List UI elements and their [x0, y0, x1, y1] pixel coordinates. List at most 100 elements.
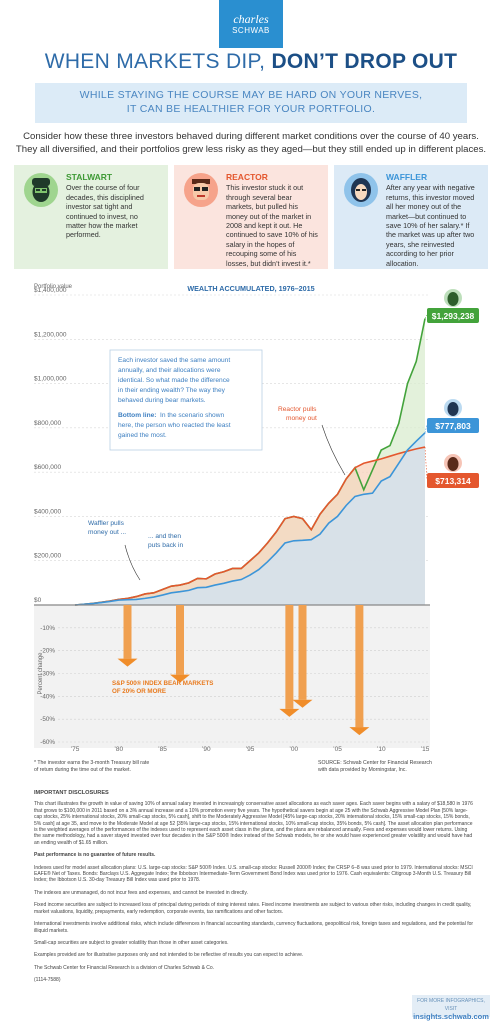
- waffler-out-label: money out ...: [88, 529, 126, 536]
- bear-label-line2: OF 20% OR MORE: [112, 688, 166, 695]
- bear-arrow-head: [117, 658, 138, 667]
- reactor-arrow: [321, 424, 346, 476]
- more-infographics-link[interactable]: FOR MORE INFOGRAPHICS, VISIT insights.sc…: [412, 995, 490, 1021]
- disclosure-p2: Past performance is no guarantee of futu…: [34, 852, 156, 859]
- series-area-waffler: [75, 432, 425, 605]
- bear-arrow-shaft: [176, 605, 184, 675]
- x-tick-label: ’10: [377, 746, 386, 753]
- more-line1: FOR MORE INFOGRAPHICS, VISIT: [417, 998, 485, 1012]
- subhead-line2: IT CAN BE HEALTHIER FOR YOUR PORTFOLIO.: [126, 103, 376, 115]
- disclosure-p9: The Schwab Center for Financial Research…: [34, 964, 215, 971]
- lower-tick-label: -60%: [40, 739, 55, 746]
- callout-line: gained the most.: [118, 432, 167, 439]
- callout-box: [109, 349, 263, 451]
- x-tick-label: ’95: [246, 746, 255, 753]
- lower-tick-label: -20%: [40, 648, 55, 655]
- y-tick-label: $1,200,000: [34, 331, 67, 338]
- disclosure-p6: International investments involve additi…: [34, 921, 474, 934]
- bear-arrow-shaft: [298, 605, 307, 700]
- stalwart-text: Over the course of four decades, this di…: [66, 183, 144, 240]
- logo-line2: SCHWAB: [232, 26, 270, 35]
- reactor-name: REACTOR: [226, 172, 268, 182]
- end-value-label: $777,803: [435, 421, 471, 431]
- footnote-left: * The investor earns the 3-month Treasur…: [34, 760, 234, 774]
- footnote-right: SOURCE: Schwab Center for Financial Rese…: [318, 760, 488, 774]
- y-tick-label: $1,400,000: [34, 287, 67, 294]
- disclosures-heading: IMPORTANT DISCLOSURES: [34, 790, 109, 796]
- callout-line: in their ending wealth? The way they: [118, 387, 226, 394]
- footnote-right-line1: SOURCE: Schwab Center for Financial Rese…: [318, 760, 432, 766]
- reactor-text: This investor stuck it out through sever…: [226, 183, 318, 268]
- x-tick-label: ’15: [421, 746, 430, 753]
- footnote-right-line2: with data provided by Morningstar, Inc.: [318, 767, 407, 773]
- lower-tick-label: -40%: [40, 693, 55, 700]
- reactor-out-label: money out: [286, 415, 317, 422]
- lower-tick-label: -10%: [40, 625, 55, 632]
- x-tick-label: ’05: [333, 746, 342, 753]
- card-stalwart: STALWART Over the course of four decades…: [14, 165, 168, 269]
- headline: WHEN MARKETS DIP, DON’T DROP OUT: [0, 50, 502, 74]
- end-value-label: $713,314: [435, 476, 471, 486]
- callout-line: behaved during bear markets.: [118, 397, 206, 404]
- series-line-reactor: [74, 446, 426, 606]
- bear-arrow-head: [170, 674, 190, 683]
- footnote-left-line2: of return during the time out of the mar…: [34, 767, 131, 773]
- bear-arrow-head: [349, 727, 370, 736]
- callout-line: annually, and their allocations were: [118, 367, 221, 374]
- bear-arrow-head: [292, 699, 313, 708]
- headline-part1: WHEN MARKETS DIP,: [44, 50, 272, 73]
- bear-arrow-shaft: [285, 605, 294, 709]
- headline-part2: DON’T DROP OUT: [271, 50, 458, 73]
- y-tick-label: $600,000: [34, 464, 61, 471]
- end-value-badge: [427, 418, 479, 433]
- subhead-band: WHILE STAYING THE COURSE MAY BE HARD ON …: [35, 83, 467, 123]
- disclosure-p1: This chart illustrates the growth in val…: [34, 801, 473, 846]
- callout-line: In the scenario shown: [160, 412, 224, 419]
- disclosure-p8: Examples provided are for illustrative p…: [34, 952, 304, 959]
- disclosure-p10: (1114-7588): [34, 977, 61, 984]
- waffler-name: WAFFLER: [386, 172, 428, 182]
- end-value-badge: [427, 473, 479, 488]
- callout-line: Each investor saved the same amount: [118, 357, 230, 364]
- x-tick-label: ’80: [114, 746, 123, 753]
- x-tick-label: ’85: [158, 746, 167, 753]
- callout-bottom-line-label: Bottom line:: [118, 412, 156, 419]
- waffler-face-icon: [344, 173, 378, 207]
- lower-axis-label: Percent change: [38, 652, 44, 695]
- more-url: insights.schwab.com: [413, 1012, 489, 1021]
- chart-title: WEALTH ACCUMULATED, 1976–2015: [187, 284, 314, 293]
- reactor-face-icon: [184, 173, 218, 207]
- x-tick-label: ’90: [202, 746, 211, 753]
- lower-tick-label: -50%: [40, 716, 55, 723]
- callout-line: identical. So what made the difference: [118, 377, 230, 384]
- stalwart-face-icon: [24, 173, 58, 207]
- stalwart-end-icon-face: [447, 292, 459, 306]
- schwab-logo[interactable]: charles SCHWAB: [219, 0, 283, 48]
- bear-arrow-shaft: [123, 605, 132, 659]
- y-axis-label: Portfolio value: [34, 284, 73, 290]
- end-leader: [424, 424, 428, 433]
- x-tick-label: ’75: [71, 746, 80, 753]
- bear-arrow-shaft: [355, 605, 364, 728]
- callout-line: here, the person who reacted the least: [118, 422, 231, 429]
- y-tick-label: $400,000: [34, 508, 61, 515]
- lower-tick-label: -30%: [40, 671, 55, 678]
- waffler-arrow: [124, 544, 141, 581]
- end-value-label: $1,293,238: [432, 311, 475, 321]
- reactor-end-icon-face: [447, 457, 459, 471]
- end-value-badge: [427, 308, 479, 323]
- intro-text: Consider how these three investors behav…: [14, 130, 488, 156]
- y-tick-label: $200,000: [34, 553, 61, 560]
- stalwart-name: STALWART: [66, 172, 113, 182]
- disclosures: IMPORTANT DISCLOSURES This chart illustr…: [34, 790, 474, 990]
- end-leader: [424, 314, 428, 319]
- y-tick-label: $800,000: [34, 420, 61, 427]
- logo-line1: charles: [233, 12, 269, 26]
- bear-panel: [34, 605, 430, 748]
- disclosure-p7: Small-cap securities are subject to grea…: [34, 939, 229, 946]
- disclosure-p3: Indexes used for model asset allocation …: [34, 864, 473, 884]
- footnote-left-line1: * The investor earns the 3-month Treasur…: [34, 760, 150, 766]
- waffler-end-icon-face: [447, 402, 459, 416]
- disclosure-p5: Fixed income securities are subject to i…: [34, 902, 472, 915]
- subhead-line1: WHILE STAYING THE COURSE MAY BE HARD ON …: [79, 89, 423, 101]
